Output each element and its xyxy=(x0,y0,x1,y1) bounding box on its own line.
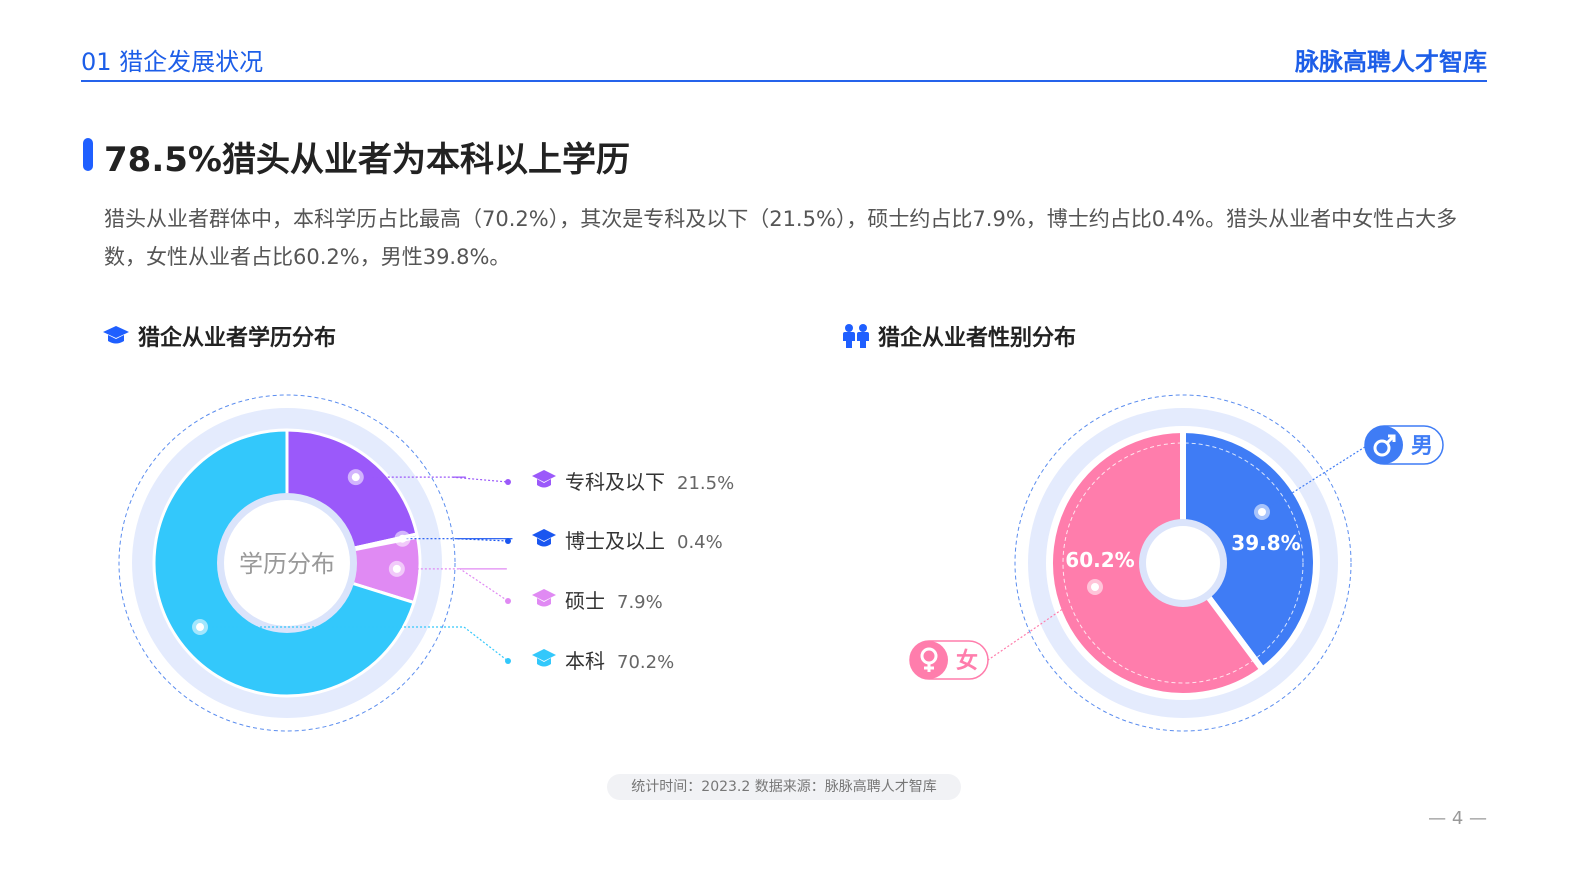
graduation-cap-icon xyxy=(532,589,556,607)
gender-center xyxy=(1146,526,1220,600)
legend-dot xyxy=(505,598,511,604)
education-marker-dot xyxy=(392,564,401,573)
page-number: — 4 — xyxy=(1428,808,1487,829)
brand-name: 脉脉高聘人才智库 xyxy=(1295,48,1487,76)
gender-leader-line xyxy=(1261,444,1369,513)
legend-dot xyxy=(505,658,511,664)
legend-value: 21.5% xyxy=(677,473,734,494)
gender-inner-dashed-ring xyxy=(1062,442,1304,684)
graduation-cap-icon xyxy=(532,470,556,488)
gender-leader-line xyxy=(987,586,1096,661)
education-chart-title: 猎企从业者学历分布 xyxy=(138,326,337,351)
gender-value-label: 60.2% xyxy=(1065,548,1134,572)
gender-chart-heading: 猎企从业者性别分布 xyxy=(842,320,1076,352)
legend-label: 本科 xyxy=(565,649,605,673)
education-marker-dot xyxy=(196,623,205,632)
legend-label: 博士及以上 xyxy=(565,529,665,553)
donut-center-label: 学历分布 xyxy=(239,550,335,578)
gender-marker-dot xyxy=(1258,508,1266,516)
legend-dot xyxy=(505,479,511,485)
female-symbol-icon xyxy=(920,647,938,672)
gender-badge-label: 女 xyxy=(956,648,978,674)
education-marker-dot xyxy=(351,473,360,482)
graduation-cap-icon xyxy=(532,529,556,547)
gender-badge: 女 xyxy=(909,640,989,680)
education-leader-line xyxy=(396,568,509,602)
page-description: 猎头从业者群体中，本科学历占比最高（70.2%），其次是专科及以下（21.5%）… xyxy=(104,207,1458,269)
gender-badge-label: 男 xyxy=(1411,434,1433,459)
title-accent-bar xyxy=(83,138,93,171)
donut-outer-dashed-ring xyxy=(118,394,456,732)
graduation-cap-icon xyxy=(532,649,556,667)
gender-chart-title: 猎企从业者性别分布 xyxy=(878,326,1077,351)
education-marker-dot xyxy=(398,534,407,543)
gender-marker-dot xyxy=(1091,583,1099,591)
legend-value: 7.9% xyxy=(617,592,663,613)
gender-badge: 男 xyxy=(1364,425,1444,465)
gender-outer-dashed-ring xyxy=(1014,394,1352,732)
graduation-cap-icon xyxy=(103,326,129,344)
section-label: 01 猎企发展状况 xyxy=(81,48,264,76)
male-symbol-icon xyxy=(1373,434,1396,457)
data-source-note: 统计时间：2023.2 数据来源：脉脉高聘人才智库 xyxy=(607,774,961,800)
legend-dot xyxy=(505,538,511,544)
people-icon xyxy=(843,324,869,348)
legend-label: 硕士 xyxy=(565,589,605,613)
legend-value: 0.4% xyxy=(677,532,723,553)
page-header: 01 猎企发展状况 脉脉高聘人才智库 xyxy=(81,40,1487,82)
education-leader-line xyxy=(402,538,513,542)
page-title: 78.5%猎头从业者为本科以上学历 xyxy=(104,140,630,180)
gender-value-label: 39.8% xyxy=(1231,531,1300,555)
education-chart-heading: 猎企从业者学历分布 xyxy=(102,320,336,352)
legend-value: 70.2% xyxy=(617,652,674,673)
legend-label: 专科及以下 xyxy=(565,470,665,494)
education-leader-line xyxy=(355,476,509,483)
donut-center xyxy=(224,500,350,626)
